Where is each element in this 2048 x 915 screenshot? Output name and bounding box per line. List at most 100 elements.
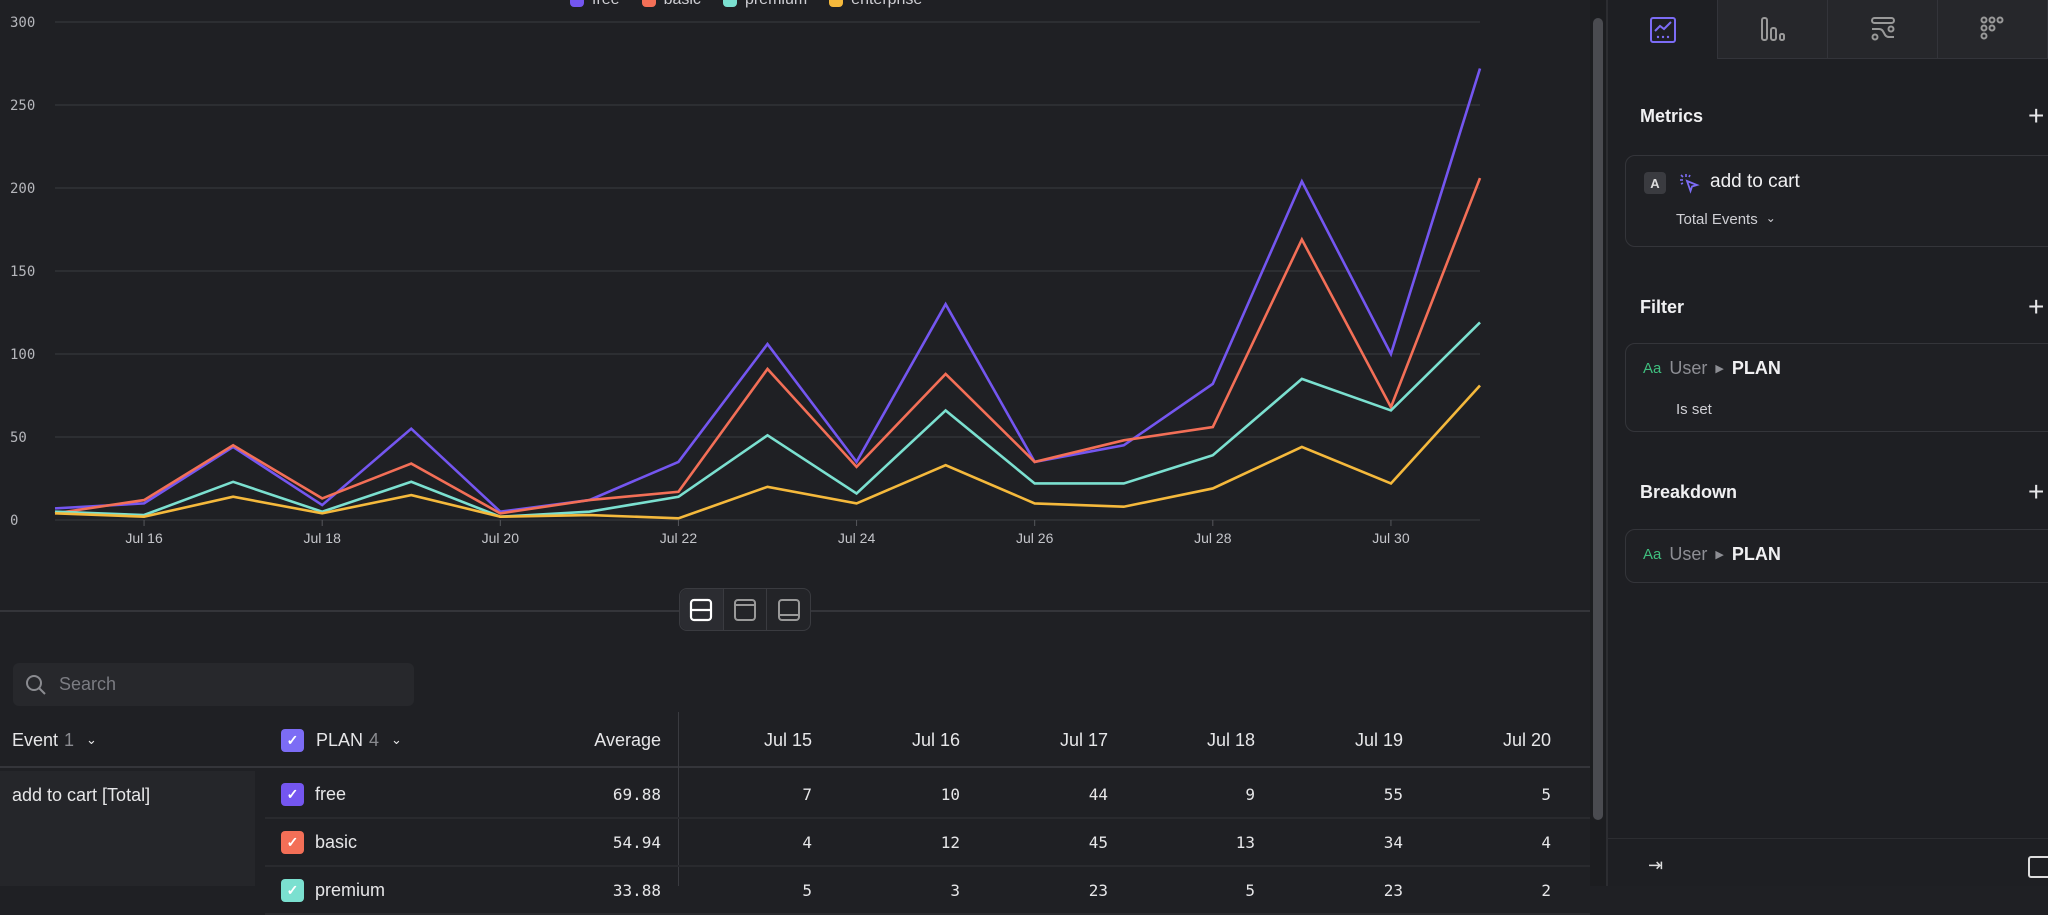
chart-only-button[interactable] <box>724 589 768 630</box>
average-value: 69.88 <box>612 785 661 804</box>
cell-value: 5 <box>1245 881 1255 900</box>
chevron-down-icon: ⌄ <box>1765 211 1776 225</box>
date-column-header[interactable]: Jul 15 <box>763 730 812 750</box>
event-header-label: Event <box>12 729 59 750</box>
filter-entity: User <box>1669 358 1708 378</box>
metric-event-name[interactable]: add to cart <box>1710 171 1800 192</box>
legend-label: premium <box>745 0 807 9</box>
date-column-header[interactable]: Jul 20 <box>1502 730 1551 750</box>
add-filter-button[interactable]: + <box>2028 291 2045 322</box>
series-label: free <box>315 784 347 804</box>
tab-retention[interactable] <box>1938 0 2048 59</box>
x-tick-label: Jul 26 <box>1016 530 1054 546</box>
cell-value: 4 <box>1541 833 1551 852</box>
header-divider <box>0 766 1590 768</box>
legend-item-enterprise[interactable]: enterprise <box>829 0 922 9</box>
bottom-layout-icon <box>777 598 800 621</box>
tab-funnels[interactable] <box>1718 0 1828 59</box>
string-property-icon: Aa <box>1643 546 1662 563</box>
cell-value: 23 <box>1383 881 1403 900</box>
x-tick-label: Jul 18 <box>304 530 342 546</box>
x-tick-label: Jul 30 <box>1372 530 1410 546</box>
legend-label: enterprise <box>851 0 922 9</box>
table-search <box>13 663 414 706</box>
filter-operator[interactable]: Is set <box>1676 401 1712 418</box>
query-panel: Metrics + A add to cart Total Events⌄ ⋮ … <box>1606 0 2048 886</box>
table-row: ✓ free 69.88 7 10 44 9 55 5 <box>265 771 1590 819</box>
table-only-button[interactable] <box>767 589 810 630</box>
table-row: ✓ premium 33.88 5 3 23 5 23 2 <box>265 867 1590 915</box>
event-cell: add to cart [Total] <box>0 771 255 886</box>
collapse-panel-icon[interactable]: ⇥ <box>1648 855 1664 875</box>
legend-swatch <box>570 0 584 7</box>
x-tick-label: Jul 22 <box>660 530 698 546</box>
breakdown-card[interactable]: Aa User ▶ PLAN ⋮ <box>1625 529 2048 583</box>
cell-value: 7 <box>802 785 812 804</box>
legend-item-free[interactable]: free <box>570 0 620 9</box>
y-tick-label: 50 <box>10 430 27 446</box>
average-column-header[interactable]: Average <box>594 730 661 750</box>
filter-property[interactable]: Aa User ▶ PLAN <box>1643 358 1781 379</box>
chevron-down-icon: ⌄ <box>391 732 402 747</box>
series-label: basic <box>315 832 358 852</box>
click-event-icon <box>1680 174 1700 194</box>
cell-value: 10 <box>940 785 960 804</box>
tab-flows[interactable] <box>1828 0 1938 59</box>
tab-insights[interactable] <box>1608 0 1718 59</box>
y-tick-label: 300 <box>10 15 35 31</box>
cell-value: 44 <box>1088 785 1108 804</box>
breakdown-heading: Breakdown <box>1640 482 1738 502</box>
breakdown-property[interactable]: Aa User ▶ PLAN <box>1643 544 1781 565</box>
legend-label: basic <box>664 0 701 9</box>
chevron-down-icon: ⌄ <box>86 732 97 747</box>
more-options-icon[interactable]: ⋮ <box>2044 545 2048 565</box>
date-column-header[interactable]: Jul 18 <box>1206 730 1255 750</box>
y-tick-label: 200 <box>10 181 35 197</box>
cell-value: 5 <box>1541 785 1551 804</box>
more-options-icon[interactable]: ⋮ <box>2044 172 2048 192</box>
legend-label: free <box>592 0 620 9</box>
bar-chart-icon <box>1760 17 1785 41</box>
series-label: premium <box>315 880 386 900</box>
average-value: 33.88 <box>612 881 661 900</box>
series-line-basic <box>54 177 1482 515</box>
filter-card[interactable]: Aa User ▶ PLAN Is set ⋮ <box>1625 343 2048 432</box>
panel-layout-icon[interactable] <box>2028 856 2048 878</box>
layout-toggle-group <box>679 588 811 631</box>
string-property-icon: Aa <box>1643 360 1662 377</box>
scrollbar-thumb[interactable] <box>1593 18 1603 820</box>
search-input[interactable] <box>59 674 379 695</box>
legend-item-premium[interactable]: premium <box>722 0 807 9</box>
main-scrollbar[interactable] <box>1590 0 1606 886</box>
y-tick-label: 0 <box>10 513 18 529</box>
plan-column-header[interactable]: ✓ PLAN 4 ⌄ <box>281 726 402 754</box>
event-column-header[interactable]: Event 1 ⌄ <box>12 726 97 754</box>
split-layout-icon <box>690 598 713 621</box>
date-column-header[interactable]: Jul 17 <box>1059 730 1108 750</box>
series-checkbox[interactable]: ✓ <box>281 831 304 854</box>
cell-value: 2 <box>1541 881 1551 900</box>
legend-swatch <box>641 0 656 7</box>
add-metric-button[interactable]: + <box>2028 100 2045 131</box>
flows-icon <box>1870 17 1895 41</box>
plan-header-label: PLAN <box>316 729 364 750</box>
legend-item-basic[interactable]: basic <box>641 0 701 9</box>
cell-value: 3 <box>950 881 960 900</box>
measure-dropdown[interactable]: Total Events ⌄ <box>1676 211 1776 228</box>
cell-value: 5 <box>802 881 812 900</box>
metric-letter-badge: A <box>1644 172 1666 194</box>
series-checkbox[interactable]: ✓ <box>281 879 304 902</box>
chart-type-tabs <box>1608 0 2048 59</box>
add-breakdown-button[interactable]: + <box>2028 476 2045 507</box>
y-tick-label: 100 <box>10 347 35 363</box>
series-checkbox[interactable]: ✓ <box>281 783 304 806</box>
date-column-header[interactable]: Jul 19 <box>1354 730 1403 750</box>
chart-legend: free basic premium enterprise <box>570 0 922 9</box>
split-view-button[interactable] <box>680 589 724 630</box>
date-column-header[interactable]: Jul 16 <box>911 730 960 750</box>
more-options-icon[interactable]: ⋮ <box>2044 359 2048 379</box>
select-all-checkbox[interactable]: ✓ <box>281 728 304 752</box>
top-layout-icon <box>734 598 756 621</box>
metric-card[interactable]: A add to cart Total Events ⌄ ⋮ <box>1625 155 2048 247</box>
cell-value: 12 <box>940 833 960 852</box>
